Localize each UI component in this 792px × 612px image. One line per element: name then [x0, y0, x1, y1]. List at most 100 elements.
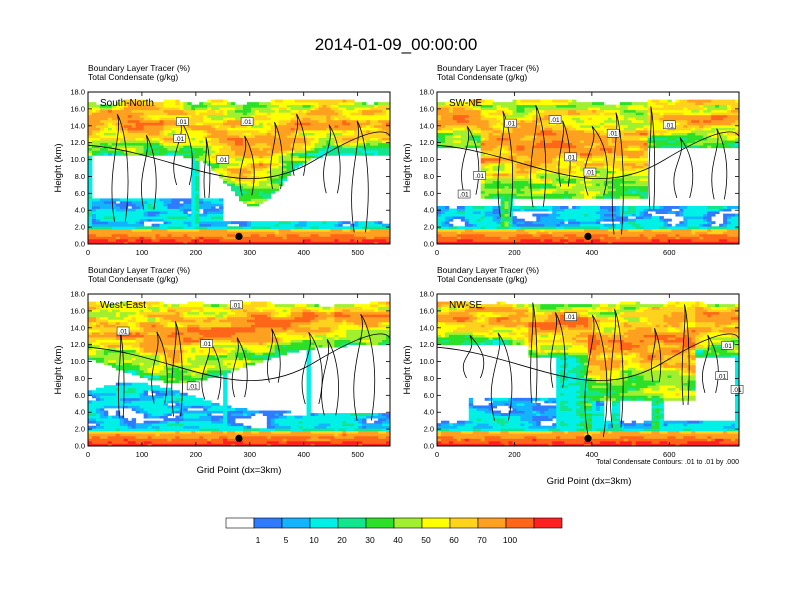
- heatmap-cell: [302, 241, 307, 244]
- heatmap-cell: [564, 218, 569, 222]
- heatmap-cell: [504, 152, 509, 156]
- heatmap-cell: [159, 130, 164, 133]
- heatmap-cell: [139, 102, 145, 106]
- heatmap-cell: [354, 114, 359, 118]
- heatmap-cell: [556, 175, 561, 179]
- heatmap-cell: [500, 165, 505, 169]
- heatmap-cell: [480, 216, 486, 220]
- heatmap-cell: [472, 206, 478, 209]
- heatmap-cell: [250, 104, 256, 108]
- heatmap-cell: [163, 223, 168, 227]
- heatmap-cell: [568, 112, 573, 116]
- heatmap-cell: [524, 102, 529, 106]
- heatmap-cell: [584, 145, 589, 149]
- heatmap-cell: [560, 233, 565, 237]
- heatmap-cell: [294, 107, 299, 111]
- heatmap-cell: [544, 102, 549, 106]
- heatmap-cell: [286, 238, 292, 242]
- heatmap-cell: [155, 145, 160, 149]
- heatmap-cell: [524, 127, 529, 131]
- heatmap-cell: [472, 238, 478, 242]
- heatmap-cell: [123, 114, 129, 118]
- heatmap-cell: [187, 112, 192, 116]
- heatmap-cell: [500, 223, 505, 227]
- heatmap-cell: [211, 124, 216, 128]
- heatmap-cell: [227, 102, 232, 106]
- heatmap-cell: [576, 206, 581, 209]
- heatmap-cell: [119, 226, 125, 230]
- heatmap-cell: [350, 147, 355, 151]
- heatmap-cell: [516, 241, 521, 244]
- heatmap-cell: [564, 233, 569, 237]
- heatmap-cell: [195, 165, 200, 169]
- heatmap-cell: [119, 112, 125, 116]
- heatmap-cell: [437, 218, 442, 222]
- heatmap-cell: [195, 117, 200, 121]
- heatmap-cell: [437, 130, 442, 133]
- heatmap-cell: [207, 140, 212, 144]
- heatmap-cell: [239, 195, 244, 199]
- heatmap-cell: [576, 185, 581, 189]
- heatmap-cell: [215, 137, 220, 141]
- heatmap-cell: [508, 168, 513, 171]
- heatmap-cell: [572, 173, 577, 176]
- heatmap-cell: [318, 238, 323, 242]
- heatmap-cell: [119, 150, 125, 154]
- heatmap-cell: [235, 145, 240, 149]
- heatmap-cell: [552, 150, 557, 154]
- heatmap-cell: [492, 109, 497, 113]
- heatmap-cell: [139, 208, 145, 212]
- heatmap-cell: [103, 241, 109, 244]
- heatmap-cell: [492, 221, 497, 225]
- heatmap-cell: [151, 112, 156, 116]
- heatmap-cell: [580, 162, 585, 166]
- heatmap-cell: [195, 170, 200, 174]
- heatmap-cell: [366, 233, 371, 237]
- heatmap-cell: [274, 119, 280, 123]
- heatmap-cell: [318, 107, 323, 111]
- heatmap-cell: [556, 137, 561, 141]
- heatmap-cell: [239, 198, 244, 202]
- heatmap-cell: [187, 198, 192, 202]
- heatmap-cell: [266, 165, 272, 169]
- heatmap-cell: [99, 198, 105, 202]
- heatmap-cell: [135, 241, 141, 244]
- heatmap-cell: [350, 109, 355, 113]
- heatmap-cell: [278, 107, 284, 111]
- heatmap-cell: [282, 150, 288, 154]
- heatmap-cell: [107, 211, 113, 214]
- heatmap-cell: [103, 130, 109, 133]
- heatmap-cell: [211, 216, 216, 220]
- heatmap-cell: [286, 119, 292, 123]
- heatmap-cell: [262, 160, 268, 164]
- heatmap-cell: [588, 216, 593, 220]
- heatmap-cell: [139, 147, 145, 151]
- heatmap-cell: [199, 107, 204, 111]
- heatmap-cell: [107, 117, 113, 121]
- heatmap-cell: [223, 180, 228, 184]
- heatmap-cell: [314, 99, 319, 103]
- heatmap-cell: [576, 137, 581, 141]
- heatmap-cell: [278, 135, 284, 138]
- heatmap-cell: [310, 223, 315, 227]
- heatmap-cell: [334, 114, 339, 118]
- heatmap-cell: [536, 206, 541, 209]
- heatmap-cell: [187, 206, 192, 209]
- heatmap-cell: [512, 195, 517, 199]
- heatmap-cell: [143, 198, 148, 202]
- heatmap-cell: [584, 109, 589, 113]
- heatmap-cell: [318, 145, 323, 149]
- heatmap-cell: [151, 198, 156, 202]
- heatmap-cell: [500, 122, 505, 126]
- heatmap-cell: [580, 211, 585, 214]
- panel-frame: [87, 91, 391, 245]
- heatmap-cell: [480, 122, 486, 126]
- heatmap-cell: [548, 152, 553, 156]
- heatmap-cell: [278, 233, 284, 237]
- heatmap-cell: [175, 152, 180, 156]
- heatmap-cell: [191, 208, 196, 212]
- heatmap-cell: [480, 228, 486, 232]
- heatmap-cell: [290, 155, 296, 159]
- heatmap-cell: [278, 122, 284, 126]
- heatmap-cell: [378, 140, 383, 144]
